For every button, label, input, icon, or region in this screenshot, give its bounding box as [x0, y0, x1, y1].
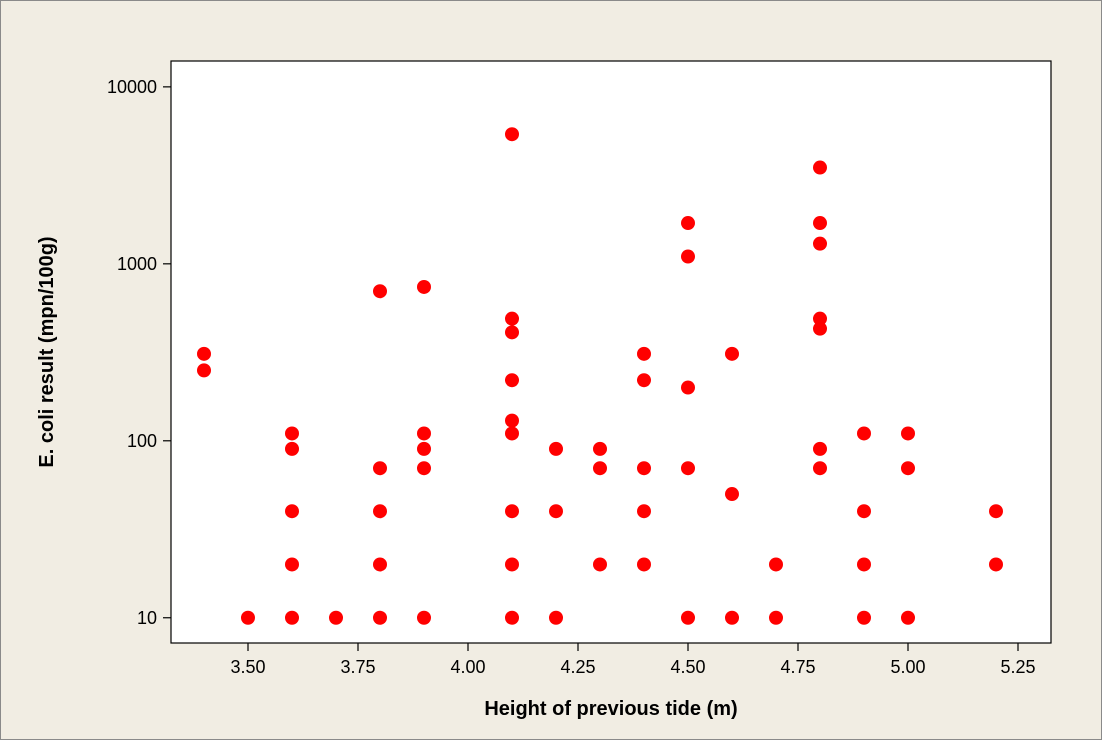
data-point: [769, 610, 783, 625]
x-tick-label: 4.50: [670, 657, 705, 677]
data-point: [197, 346, 211, 361]
data-point: [285, 441, 299, 456]
data-point: [285, 610, 299, 625]
data-point: [329, 610, 343, 625]
data-point: [681, 610, 695, 625]
x-tick-label: 4.25: [560, 657, 595, 677]
data-point: [857, 557, 871, 572]
data-point: [241, 610, 255, 625]
data-point: [725, 346, 739, 361]
data-point: [813, 461, 827, 476]
data-point: [813, 216, 827, 231]
x-axis: 3.50 3.75 4.00 4.25 4.50 4.75 5.00 5.25: [230, 643, 1036, 677]
data-point: [505, 504, 519, 519]
data-point: [681, 216, 695, 231]
data-point: [373, 284, 387, 299]
data-point: [417, 441, 431, 456]
data-point: [417, 461, 431, 476]
data-point: [681, 461, 695, 476]
data-point: [373, 610, 387, 625]
y-axis-title: E. coli result (mpn/100g): [36, 236, 58, 467]
data-point: [681, 380, 695, 395]
data-point: [593, 461, 607, 476]
data-point: [593, 557, 607, 572]
data-point: [593, 441, 607, 456]
data-point: [901, 426, 915, 441]
y-tick-label: 1000: [117, 254, 157, 274]
data-point: [681, 249, 695, 264]
data-point: [725, 610, 739, 625]
data-point: [901, 461, 915, 476]
y-tick-label: 10: [137, 608, 157, 628]
data-point: [417, 610, 431, 625]
x-axis-title: Height of previous tide (m): [484, 698, 737, 720]
data-point: [505, 325, 519, 340]
x-tick-label: 4.00: [450, 657, 485, 677]
data-point: [505, 311, 519, 326]
data-point: [505, 610, 519, 625]
data-point: [549, 504, 563, 519]
data-point: [989, 557, 1003, 572]
data-points: [197, 127, 1003, 625]
data-point: [417, 426, 431, 441]
y-tick-label: 100: [127, 431, 157, 451]
data-point: [637, 504, 651, 519]
x-tick-label: 4.75: [780, 657, 815, 677]
data-point: [813, 160, 827, 175]
data-point: [989, 504, 1003, 519]
data-point: [857, 610, 871, 625]
data-point: [813, 441, 827, 456]
data-point: [901, 610, 915, 625]
data-point: [285, 557, 299, 572]
x-tick-label: 5.25: [1000, 657, 1035, 677]
data-point: [857, 426, 871, 441]
plot-area: [170, 60, 1052, 644]
data-point: [285, 426, 299, 441]
data-point: [549, 441, 563, 456]
data-point: [813, 321, 827, 336]
data-point: [725, 487, 739, 502]
data-point: [637, 373, 651, 388]
data-point: [637, 461, 651, 476]
x-tick-label: 5.00: [890, 657, 925, 677]
x-tick-label: 3.75: [340, 657, 375, 677]
data-point: [769, 557, 783, 572]
data-point: [857, 504, 871, 519]
y-tick-label: 10000: [107, 77, 157, 97]
y-axis: 10 100 1000 10000: [107, 77, 171, 628]
data-point: [637, 346, 651, 361]
data-point: [637, 557, 651, 572]
data-point: [505, 426, 519, 441]
data-point: [373, 504, 387, 519]
data-point: [549, 610, 563, 625]
data-point: [505, 373, 519, 388]
data-point: [505, 127, 519, 142]
data-point: [813, 236, 827, 251]
data-point: [813, 311, 827, 326]
data-point: [505, 557, 519, 572]
data-point: [373, 557, 387, 572]
data-point: [373, 461, 387, 476]
data-point: [197, 363, 211, 378]
data-point: [285, 504, 299, 519]
x-tick-label: 3.50: [230, 657, 265, 677]
data-point: [417, 279, 431, 294]
data-point: [505, 413, 519, 428]
